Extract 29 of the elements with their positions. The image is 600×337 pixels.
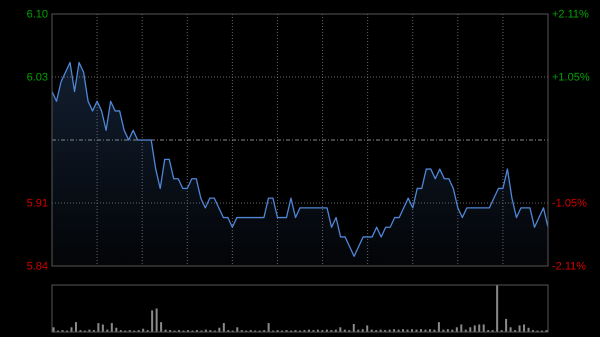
bar (142, 328, 144, 332)
bar (268, 323, 270, 332)
bar (156, 308, 158, 332)
bar (352, 324, 355, 332)
bar (102, 324, 104, 332)
y2-tick-label: -2.11% (552, 260, 586, 273)
y-tick-label: 6.03 (26, 72, 48, 84)
bar (97, 323, 100, 332)
y-tick-label: 5.84 (26, 260, 48, 273)
y2-tick-label: +2.11% (552, 8, 590, 21)
bar (151, 310, 154, 332)
bar (366, 325, 368, 332)
bar (518, 325, 521, 332)
bar (478, 324, 480, 332)
bar (74, 322, 77, 332)
bar (474, 325, 476, 332)
y-tick-label: 5.91 (26, 198, 48, 210)
bar (160, 322, 162, 332)
y2-tick-label: +1.05% (552, 72, 590, 84)
bar (222, 323, 225, 332)
bar (438, 322, 440, 332)
bar (460, 324, 462, 332)
bar (496, 285, 498, 332)
bar (110, 323, 113, 332)
bar (482, 324, 485, 332)
y2-tick-label: -1.05% (552, 198, 588, 210)
bar (505, 318, 508, 332)
bar (523, 324, 526, 332)
y-tick-label: 6.10 (26, 8, 48, 21)
